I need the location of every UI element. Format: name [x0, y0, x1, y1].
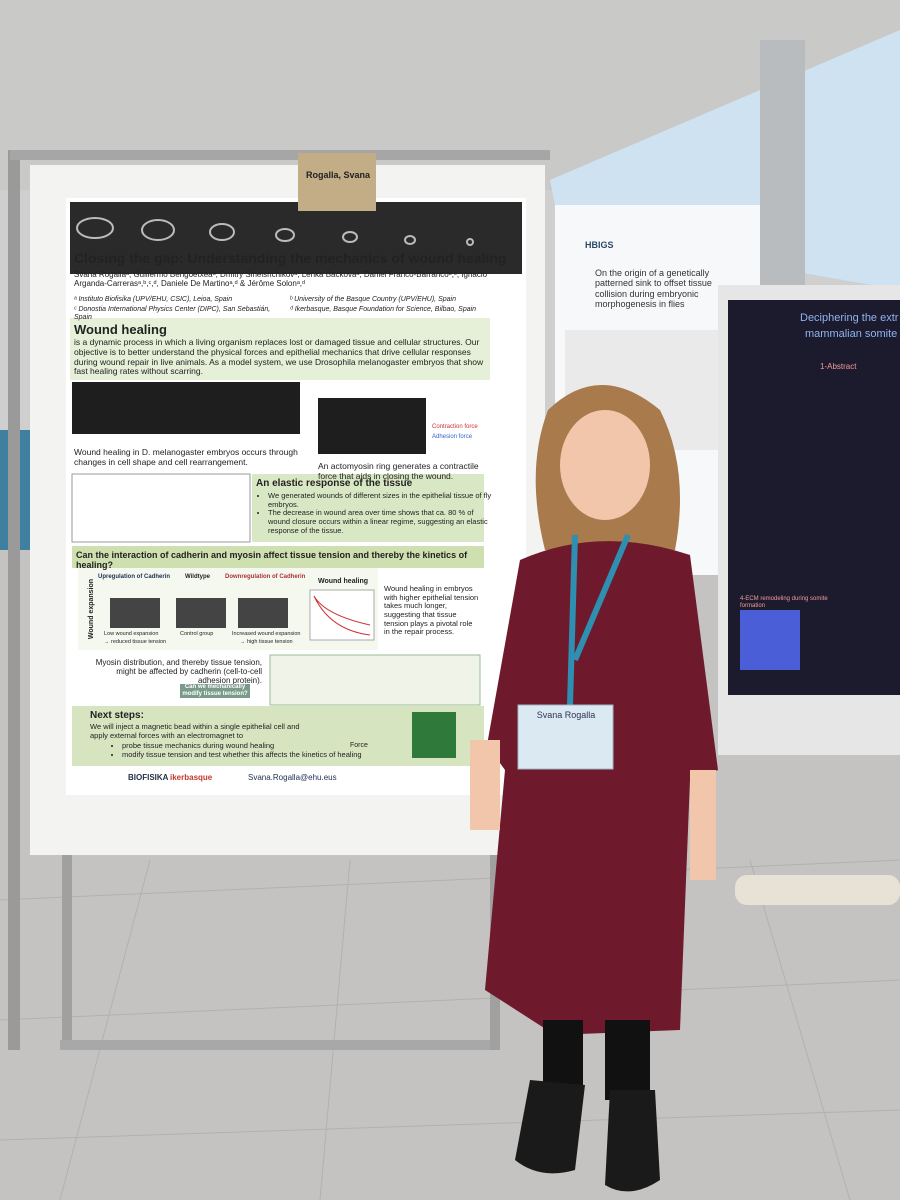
- name-card: [298, 153, 376, 211]
- panel-caption: Low wound expansion: [104, 631, 159, 637]
- far-section: 1-Abstract: [820, 362, 857, 371]
- bullet: The decrease in wound area over time sho…: [268, 508, 492, 535]
- logo: BIOFISIKA: [128, 773, 169, 782]
- image-row: [72, 382, 300, 434]
- bullet-list: probe tissue mechanics during wound heal…: [110, 741, 422, 760]
- affiliation: ᵇ University of the Basque Country (UPV/…: [290, 296, 456, 303]
- shoe: [605, 1090, 660, 1192]
- far-subtitle: mammalian somite: [805, 328, 898, 340]
- poster-tube: [735, 875, 900, 905]
- neighbor-logo: HBIGS: [585, 240, 614, 250]
- neighbor-title: On the origin of a genetically patterned…: [595, 268, 712, 310]
- panel-label: Wound healing: [318, 578, 369, 585]
- bullet: modify tissue tension and test whether t…: [122, 750, 422, 760]
- section-heading: An elastic response of the tissue: [256, 478, 413, 489]
- poster-title: Closing the gap: Understanding the mecha…: [74, 250, 507, 266]
- elastic-box: [252, 474, 484, 542]
- question: Can we mechanically modify tissue tensio…: [180, 684, 250, 698]
- stand-bar: [10, 150, 550, 160]
- graph: [71, 473, 251, 543]
- arm: [690, 770, 716, 880]
- section-heading: Can the interaction of cadherin and myos…: [76, 550, 468, 571]
- micrograph: [238, 598, 288, 628]
- tension-note: → high tissue tension: [240, 639, 293, 645]
- force-label: Force: [350, 742, 368, 749]
- micrograph: [412, 712, 456, 758]
- affiliation: ᶜ Donostia International Physics Center …: [74, 306, 271, 322]
- cadherin-band: [72, 546, 484, 568]
- leg: [605, 1020, 650, 1100]
- email: Svana.Rogalla@ehu.eus: [248, 773, 337, 782]
- bullet-list: We generated wounds of different sizes i…: [256, 491, 492, 535]
- tension-note: → reduced tissue tension: [104, 639, 167, 645]
- bullet: We generated wounds of different sizes i…: [268, 491, 492, 509]
- myosin-text: Myosin distribution, and thereby tissue …: [95, 658, 262, 686]
- next-text: We will inject a magnetic bead within a …: [90, 722, 300, 740]
- legend-text: Adhesion force: [432, 434, 473, 440]
- stand-pole: [8, 150, 20, 1050]
- face: [560, 410, 650, 520]
- section-heading: Next steps:: [90, 710, 144, 721]
- affiliation: ᵈ Ikerbasque, Basque Foundation for Scie…: [290, 306, 477, 313]
- intro-box: [70, 318, 490, 380]
- image-row: [318, 398, 426, 454]
- wound-rings: [76, 217, 474, 246]
- floor-tiles: [0, 859, 900, 1200]
- stand-base: [60, 1040, 500, 1050]
- lanyard: [567, 534, 578, 706]
- curve: [313, 595, 371, 636]
- footer: [70, 768, 522, 790]
- cadherin-text: Wound healing in embryos with higher epi…: [384, 584, 479, 637]
- name-card-text: Rogalla, Svana: [305, 170, 371, 180]
- panel-label: Downregulation of Cadherin: [225, 574, 306, 580]
- badge-name: Svana Rogalla: [536, 710, 596, 720]
- logo: ikerbasque: [170, 773, 213, 782]
- dress: [485, 541, 718, 1035]
- far-section: 4-ECM remodeling during somite formation: [740, 596, 828, 609]
- micrograph: [176, 598, 226, 628]
- far-figure: [740, 610, 800, 670]
- micrograph: [110, 598, 160, 628]
- caption: Wound healing in D. melanogaster embryos…: [74, 447, 298, 467]
- authors: Svana Rogallaᵃ, Guillermo Bengoetxeaᵃ, D…: [74, 270, 488, 289]
- arm: [470, 740, 500, 830]
- graph: [309, 589, 375, 641]
- intro-text: is a dynamic process in which a living o…: [74, 337, 484, 377]
- panel-label: Upregulation of Cadherin: [98, 574, 170, 580]
- legend-text: Contraction force: [432, 424, 478, 430]
- caption: An actomyosin ring generates a contracti…: [318, 461, 479, 481]
- axis-label: Wound expansion: [88, 578, 96, 640]
- affiliation: ᵃ Instituto Biofisika (UPV/EHU, CSIC), L…: [74, 296, 233, 303]
- stand-leg: [62, 850, 72, 1050]
- lanyard: [572, 533, 631, 662]
- bullet: probe tissue mechanics during wound heal…: [122, 741, 422, 751]
- cadherin-diagram: [269, 654, 481, 706]
- panel-caption: Control group: [180, 631, 214, 637]
- panel-label: Wildtype: [185, 574, 210, 580]
- microscopy-strip: [70, 202, 522, 274]
- far-title: Deciphering the extr: [800, 312, 899, 324]
- badge: [517, 704, 614, 770]
- person: [470, 385, 718, 1192]
- panel-caption: Increased wound expansion: [232, 631, 301, 637]
- shoe: [515, 1080, 585, 1174]
- window-frame: [760, 40, 805, 300]
- intro-lead: Wound healing: [74, 322, 167, 337]
